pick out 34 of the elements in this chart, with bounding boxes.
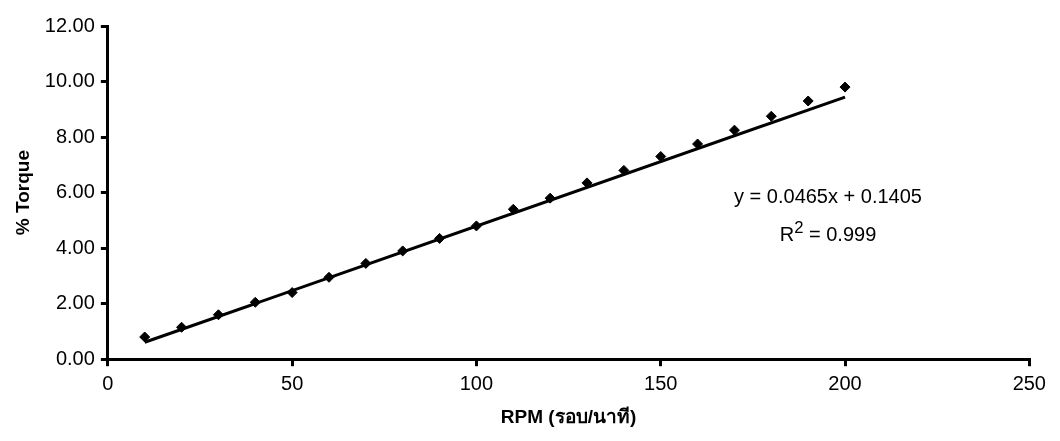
y-tick-label: 12.00 <box>44 13 95 36</box>
y-tick-label: 6.00 <box>55 180 95 203</box>
point <box>323 271 335 283</box>
x-tick-label: 150 <box>644 371 678 394</box>
point <box>139 331 151 343</box>
point <box>434 232 446 244</box>
point <box>544 192 556 204</box>
x-tick-label: 50 <box>281 371 304 394</box>
y-tick-label: 0.00 <box>55 346 95 369</box>
point <box>655 151 667 162</box>
point <box>618 164 630 176</box>
x-tick-label: 100 <box>459 371 494 394</box>
y-tick-label: 4.00 <box>55 235 95 258</box>
point <box>212 309 224 321</box>
y-tick-label: 2.00 <box>55 291 95 314</box>
annotation: y = 0.0465x + 0.1405 <box>733 184 923 209</box>
point <box>470 220 482 232</box>
y-tick-label: 10.00 <box>44 69 95 92</box>
x-axis-title: RPM (รอบ/นาที) <box>500 405 637 427</box>
point <box>765 110 777 122</box>
point <box>728 124 740 136</box>
annotation: R$^{2}$ = 0.999 <box>778 217 878 247</box>
point <box>507 203 519 215</box>
point <box>397 245 409 257</box>
point <box>360 257 372 269</box>
point <box>249 296 261 308</box>
x-tick-label: 0 <box>102 371 114 394</box>
y-tick-label: 8.00 <box>55 124 95 147</box>
y-axis-title: % Torque <box>11 150 33 236</box>
x-tick-label: 250 <box>1012 371 1046 394</box>
x-tick-label: 200 <box>828 371 862 394</box>
point <box>802 95 814 107</box>
point <box>839 81 851 93</box>
point <box>286 287 298 299</box>
